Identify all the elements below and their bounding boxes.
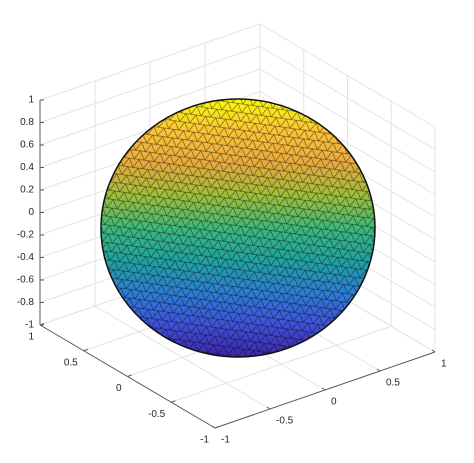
tick-mark xyxy=(211,425,216,429)
y-tick-label: 1 xyxy=(28,332,34,343)
z-tick-label: 0 xyxy=(28,207,34,218)
z-tick-label: 0.4 xyxy=(20,162,34,173)
tick-mark xyxy=(266,406,271,410)
tick-mark xyxy=(321,387,326,391)
y-tick-label: 0 xyxy=(116,383,122,394)
x-tick-label: -0.5 xyxy=(276,416,294,427)
z-tick-label: 0.2 xyxy=(20,185,34,196)
tick-mark xyxy=(127,374,132,377)
y-tick-label: 0.5 xyxy=(64,357,78,368)
tick-mark xyxy=(39,323,45,326)
z-tick-label: -1 xyxy=(25,320,34,331)
z-tick-label: -0.6 xyxy=(17,275,35,286)
z-tick-label: -0.8 xyxy=(17,297,35,308)
x-tick-label: -1 xyxy=(221,435,230,446)
y-tick-label: -1 xyxy=(200,435,209,446)
x-tick-label: 1 xyxy=(441,359,447,370)
sphere-outline xyxy=(100,98,376,358)
tick-mark xyxy=(171,400,176,403)
tick-mark xyxy=(214,426,220,429)
x-tick-label: 0.5 xyxy=(386,378,400,389)
z-tick-label: -0.4 xyxy=(17,252,35,263)
tick-mark xyxy=(376,368,381,372)
z-tick-label: 0.6 xyxy=(20,140,34,151)
grid-line xyxy=(171,325,392,403)
tick-mark xyxy=(83,348,88,352)
y-tick-label: -0.5 xyxy=(148,409,166,420)
tick-mark xyxy=(431,349,436,353)
z-tick-label: 1 xyxy=(28,95,34,106)
x-tick-label: 0 xyxy=(331,397,337,408)
z-tick-label: -0.2 xyxy=(17,230,35,241)
z-tick-label: 0.8 xyxy=(20,117,34,128)
sphere-mesh xyxy=(101,99,375,357)
